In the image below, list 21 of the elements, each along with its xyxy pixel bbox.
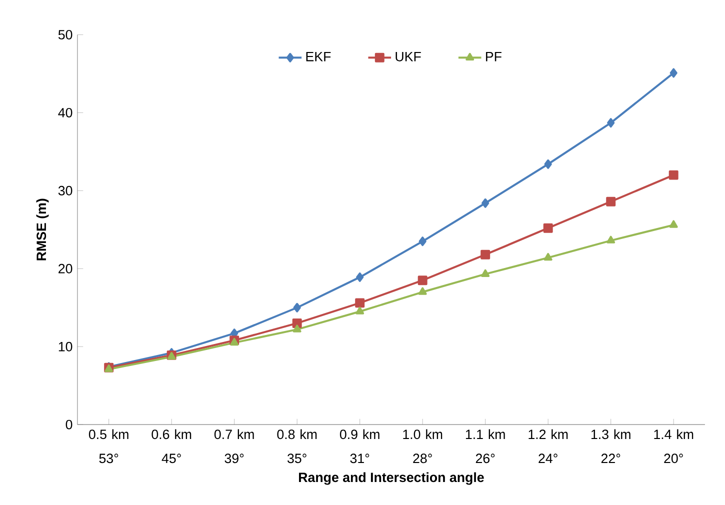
y-tick-label: 30 (58, 186, 72, 196)
x-tick-label: 0.9 km 31° (340, 429, 380, 464)
legend-label: EKF (306, 52, 331, 62)
y-tick-label: 10 (58, 342, 72, 352)
x-tick-label: 1.0 km 28° (403, 429, 442, 464)
y-tick-label: 50 (58, 30, 72, 40)
x-tick-label: 1.2 km 24° (528, 429, 568, 464)
y-axis-title: RMSE (m) (36, 198, 49, 260)
x-tick-label: 1.3 km 22° (591, 429, 630, 464)
x-tick-label: 0.8 km 35° (277, 429, 317, 464)
x-axis-title: Range and Intersection angle (299, 472, 484, 485)
x-tick-label: 0.7 km 39° (214, 429, 254, 464)
y-tick-label: 20 (58, 264, 72, 274)
x-tick-label: 0.5 km 53° (88, 429, 128, 464)
x-tick-label: 1.1 km 26° (466, 429, 505, 464)
legend-label: PF (486, 52, 502, 62)
x-tick-label: 0.6 km 45° (152, 429, 192, 464)
legend-label: UKF (396, 52, 421, 62)
y-tick-label: 40 (58, 108, 72, 118)
y-tick-label: 0 (66, 420, 72, 430)
x-tick-label: 1.4 km 20° (654, 429, 694, 464)
